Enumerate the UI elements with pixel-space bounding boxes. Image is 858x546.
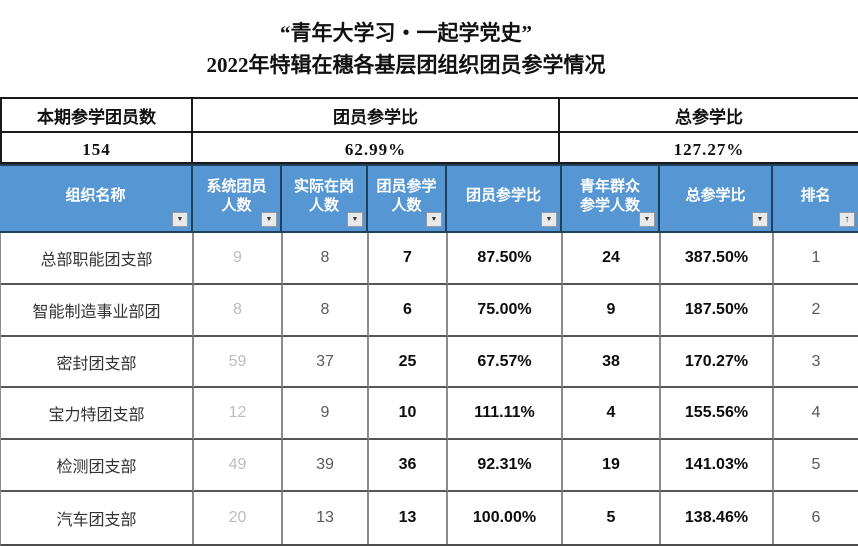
rank-cell: 4 [774, 388, 858, 441]
page-title-line2: 2022年特辑在穗各基层团组织团员参学情况 [206, 53, 606, 77]
total-ratio-cell: 138.46% [661, 492, 774, 544]
system-members-cell: 49 [194, 440, 283, 493]
filter-dropdown-icon: ▼ [643, 216, 651, 223]
filter-dropdown-icon: ▼ [176, 216, 184, 223]
org-name-cell: 宝力特团支部 [1, 388, 194, 441]
onduty-members-cell: 39 [283, 440, 369, 493]
filter-dropdown-icon: ▼ [756, 216, 764, 223]
filter-dropdown-button[interactable]: ▼ [172, 212, 188, 227]
rank-cell: 2 [774, 284, 858, 337]
filter-dropdown-icon: ▼ [351, 216, 359, 223]
page-title-line1: “青年大学习・一起学党史” [280, 21, 532, 45]
total-ratio-cell: 170.27% [661, 336, 774, 389]
page-title: “青年大学习・一起学党史” 2022年特辑在穗各基层团组织团员参学情况 [0, 0, 812, 97]
total-ratio-cell: 387.50% [661, 233, 774, 285]
summary-value-member-ratio: 62.99% [193, 133, 560, 166]
total-ratio-cell: 155.56% [661, 388, 774, 441]
summary-value-members-count: 154 [0, 133, 193, 166]
member-ratio-cell: 75.00% [448, 284, 563, 337]
member-ratio-cell: 100.00% [448, 492, 563, 544]
system-members-cell: 8 [194, 284, 283, 337]
column-header-org-name: 组织名称 ▼ [0, 166, 193, 231]
total-ratio-cell: 187.50% [661, 284, 774, 337]
system-members-cell: 9 [194, 233, 283, 285]
system-members-cell: 59 [194, 336, 283, 389]
youth-participants-cell: 4 [563, 388, 661, 441]
total-ratio-cell: 141.03% [661, 440, 774, 493]
org-name-cell: 密封团支部 [1, 336, 194, 389]
rank-cell: 1 [774, 233, 858, 285]
filter-dropdown-button[interactable]: ▼ [347, 212, 363, 227]
member-ratio-cell: 92.31% [448, 440, 563, 493]
org-name-cell: 检测团支部 [1, 440, 194, 493]
column-header-system-members: 系统团员 人数 ▼ [193, 166, 282, 231]
column-header-rank: 排名 ↑ [773, 166, 858, 231]
participated-members-cell: 7 [369, 233, 448, 285]
youth-participants-cell: 38 [563, 336, 661, 389]
rank-cell: 5 [774, 440, 858, 493]
onduty-members-cell: 13 [283, 492, 369, 544]
onduty-members-cell: 8 [283, 284, 369, 337]
filter-dropdown-button[interactable]: ▼ [541, 212, 557, 227]
participated-members-cell: 13 [369, 492, 448, 544]
table-body: 总部职能团支部 9 8 7 87.50% 24 387.50% 1 智能制造事业… [0, 233, 858, 546]
filter-dropdown-button[interactable]: ▼ [752, 212, 768, 227]
filter-dropdown-icon: ▼ [265, 216, 273, 223]
onduty-members-cell: 8 [283, 233, 369, 285]
filter-dropdown-button[interactable]: ▼ [261, 212, 277, 227]
table-header-row: 组织名称 ▼ 系统团员 人数 ▼ 实际在岗 人数 ▼ 团员参学 人数 ▼ 团员参… [0, 164, 858, 233]
participated-members-cell: 25 [369, 336, 448, 389]
filter-sorted-button[interactable]: ↑ [839, 212, 855, 227]
youth-participants-cell: 24 [563, 233, 661, 285]
filter-dropdown-icon: ▼ [545, 216, 553, 223]
system-members-cell: 12 [194, 388, 283, 441]
member-ratio-cell: 87.50% [448, 233, 563, 285]
participated-members-cell: 10 [369, 388, 448, 441]
participated-members-cell: 6 [369, 284, 448, 337]
org-name-cell: 总部职能团支部 [1, 233, 194, 285]
summary-label-member-ratio: 团员参学比 [193, 99, 560, 133]
system-members-cell: 20 [194, 492, 283, 544]
rank-cell: 3 [774, 336, 858, 389]
summary-value-total-ratio: 127.27% [673, 139, 745, 159]
column-header-member-ratio: 团员参学比 ▼ [447, 166, 562, 231]
onduty-members-cell: 37 [283, 336, 369, 389]
onduty-members-cell: 9 [283, 388, 369, 441]
rank-cell: 6 [774, 492, 858, 544]
youth-participants-cell: 19 [563, 440, 661, 493]
youth-participants-cell: 5 [563, 492, 661, 544]
member-ratio-cell: 67.57% [448, 336, 563, 389]
org-name-cell: 智能制造事业部团 [1, 284, 194, 337]
member-ratio-cell: 111.11% [448, 388, 563, 441]
column-header-onduty-members: 实际在岗 人数 ▼ [282, 166, 368, 231]
filter-dropdown-icon: ▼ [430, 216, 438, 223]
column-header-youth-participants: 青年群众 参学人数 ▼ [562, 166, 660, 231]
org-name-cell: 汽车团支部 [1, 492, 194, 544]
participated-members-cell: 36 [369, 440, 448, 493]
column-header-participated-members: 团员参学 人数 ▼ [368, 166, 447, 231]
sort-ascending-icon: ↑ [844, 213, 850, 225]
youth-participants-cell: 9 [563, 284, 661, 337]
filter-dropdown-button[interactable]: ▼ [426, 212, 442, 227]
filter-dropdown-button[interactable]: ▼ [639, 212, 655, 227]
summary-label-total-ratio: 总参学比 [560, 99, 858, 133]
summary-table: 本期参学团员数 团员参学比 总参学比 154 62.99% 127.27% [0, 97, 858, 166]
summary-label-members-count: 本期参学团员数 [0, 99, 193, 133]
column-header-total-ratio: 总参学比 ▼ [660, 166, 773, 231]
